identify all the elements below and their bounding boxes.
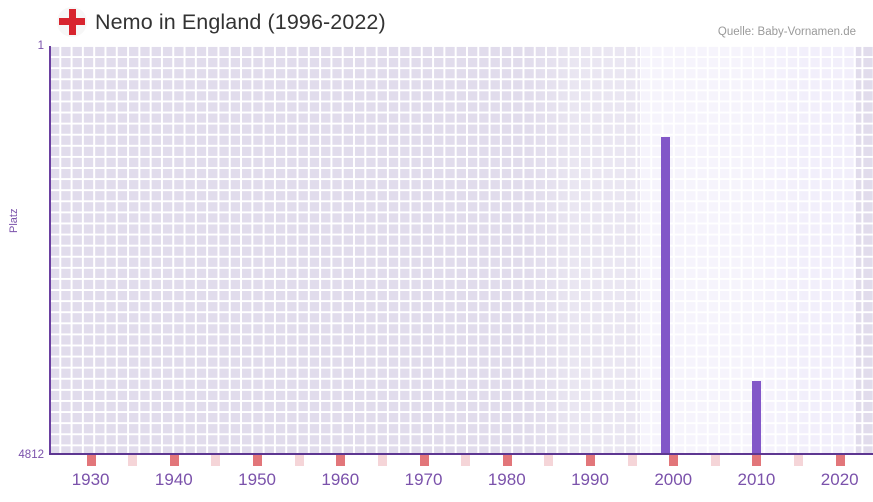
x-axis-tick-marks	[49, 455, 873, 467]
x-axis-label: 2020	[820, 470, 859, 489]
x-tick-minor	[794, 455, 804, 466]
x-tick-major	[835, 455, 845, 466]
x-tick-major	[669, 455, 679, 466]
plot-area	[49, 46, 873, 455]
x-tick-minor	[128, 455, 138, 466]
england-flag-icon	[57, 7, 87, 37]
y-axis-title: Platz	[8, 208, 20, 233]
x-tick-major	[502, 455, 512, 466]
grid-highlight-span	[639, 46, 857, 455]
x-axis-label: 1930	[71, 470, 110, 489]
bar[interactable]	[660, 136, 670, 453]
bar[interactable]	[752, 380, 762, 453]
x-tick-major	[336, 455, 346, 466]
x-tick-major	[86, 455, 96, 466]
x-tick-major	[586, 455, 595, 466]
x-axis-label: 1990	[571, 470, 609, 489]
x-tick-major	[253, 455, 263, 466]
x-tick-major	[752, 455, 762, 466]
plot-wrapper	[0, 46, 873, 456]
x-tick-minor	[461, 455, 471, 466]
x-axis-label: 1960	[321, 470, 360, 489]
x-axis-line	[49, 453, 873, 455]
x-tick-minor	[710, 455, 720, 466]
x-axis-label: 1980	[487, 470, 526, 489]
chart-title: Nemo in England (1996-2022)	[95, 10, 386, 34]
x-axis-tick-labels: 1930 1940 1950 1960 1970 1980 1990 2000 2010 2020	[0, 470, 873, 500]
x-tick-minor	[294, 455, 304, 466]
x-tick-minor	[211, 455, 221, 466]
y-axis-line	[49, 46, 51, 455]
chart-header: Nemo in England (1996-2022) Quelle: Baby…	[0, 0, 873, 46]
flag-cross-horizontal	[59, 18, 85, 25]
x-tick-minor	[544, 455, 554, 466]
x-tick-major	[419, 455, 429, 466]
y-axis-tick-bottom: 4812	[18, 449, 44, 461]
x-axis-label: 1950	[238, 470, 276, 489]
x-axis-label: 1970	[404, 470, 443, 489]
x-tick-major	[169, 455, 179, 466]
x-axis-label: 2000	[654, 470, 693, 489]
y-axis-tick-top: 1	[37, 40, 44, 52]
chart-source-label: Quelle: Baby-Vornamen.de	[717, 26, 856, 38]
x-tick-minor	[627, 455, 637, 466]
x-tick-minor	[377, 455, 387, 466]
x-axis-label: 1940	[154, 470, 193, 489]
x-axis-label: 2010	[737, 470, 776, 489]
